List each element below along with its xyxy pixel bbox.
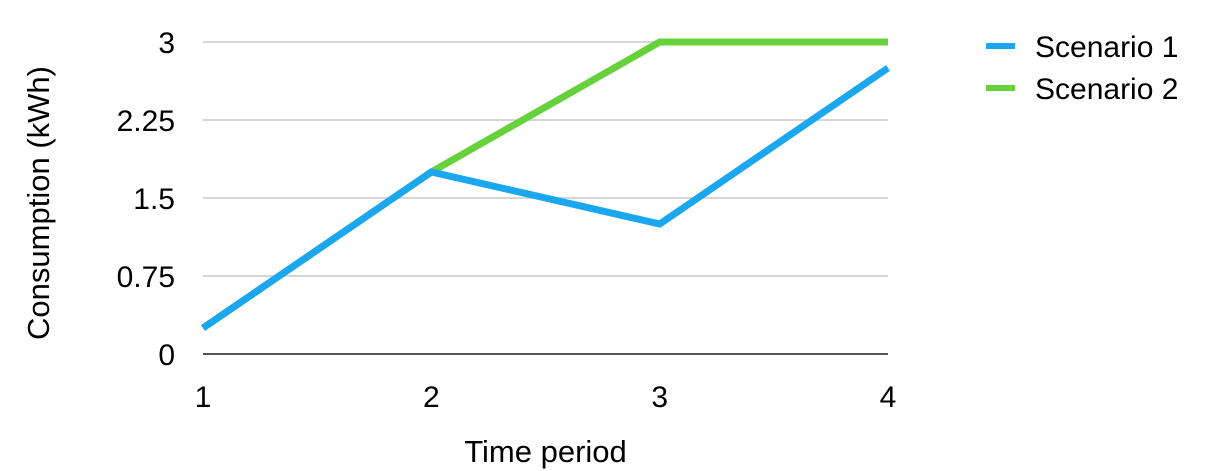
y-tick-label: 2.25: [117, 105, 175, 138]
legend: Scenario 1 Scenario 2: [986, 31, 1178, 106]
legend-label-1: Scenario 1: [1035, 31, 1178, 64]
y-axis-title: Consumption (kWh): [21, 66, 56, 340]
grid-lines: [203, 41, 888, 277]
y-tick-labels: 0 0.75 1.5 2.25 3: [117, 27, 175, 372]
x-tick-labels: 1 2 3 4: [195, 381, 897, 414]
y-tick-label: 0: [158, 339, 175, 372]
y-tick-label: 1.5: [133, 183, 175, 216]
legend-label-2: Scenario 2: [1035, 73, 1178, 106]
series-lines: [201, 38, 890, 331]
x-axis-title: Time period: [464, 434, 627, 469]
x-tick-label: 2: [423, 381, 440, 414]
x-tick-label: 3: [651, 381, 668, 414]
y-tick-label: 3: [158, 27, 175, 60]
y-tick-label: 0.75: [117, 261, 175, 294]
x-tick-label: 4: [880, 381, 897, 414]
series-line-1: [201, 65, 890, 331]
x-tick-label: 1: [195, 381, 212, 414]
series-line-2: [201, 38, 888, 331]
